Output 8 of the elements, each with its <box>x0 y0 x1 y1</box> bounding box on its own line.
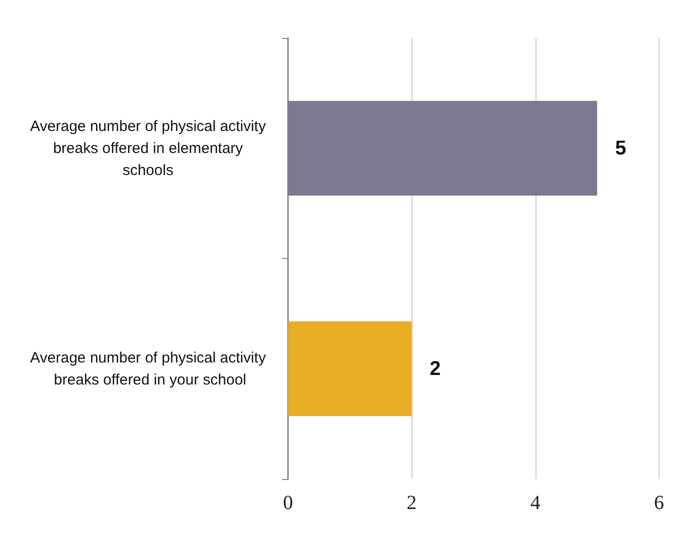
data-label: 5 <box>615 137 626 160</box>
x-tick-label: 2 <box>406 492 417 514</box>
y-tick-label: Average number of physical activity breaks offered in elementary schools <box>30 118 266 179</box>
x-tick-label: 0 <box>283 492 293 514</box>
data-label: 2 <box>430 358 441 380</box>
x-tick-label: 4 <box>530 492 540 514</box>
x-tick-label: 6 <box>654 492 664 514</box>
y-tick-label: Average number of physical activity breaks offered in your school <box>30 349 266 388</box>
